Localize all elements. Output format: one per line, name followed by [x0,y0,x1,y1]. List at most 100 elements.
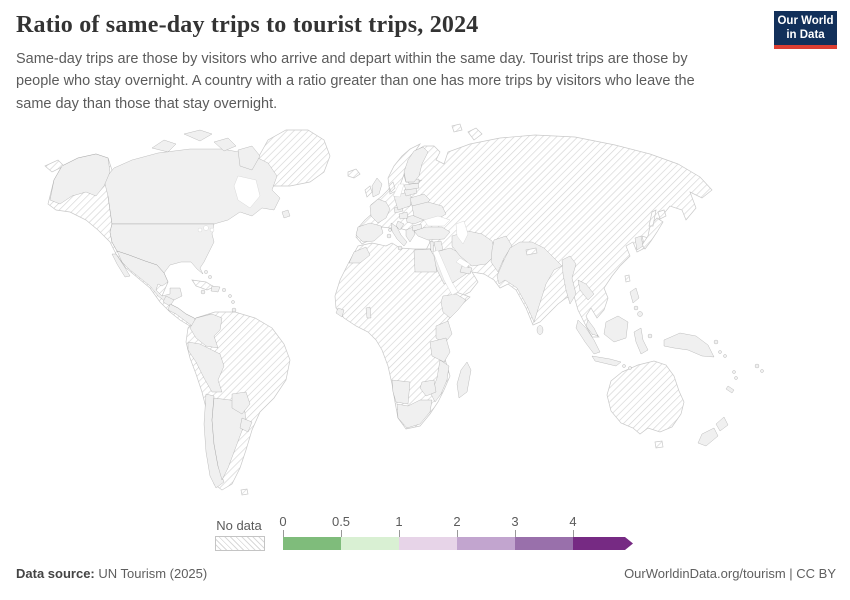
owid-logo-line1: Our World [777,14,834,27]
region-solomon-2[interactable] [723,354,727,358]
region-south-africa[interactable] [396,399,433,429]
region-nepal[interactable] [525,247,538,256]
region-taiwan[interactable] [624,274,631,283]
region-trinidad[interactable] [231,307,237,313]
region-latvia[interactable] [403,182,420,191]
region-india[interactable] [496,241,563,323]
region-sri-lanka[interactable] [536,325,544,335]
region-namibia[interactable] [391,379,411,405]
region-puerto-rico[interactable] [222,288,226,292]
region-cuba[interactable] [191,279,215,291]
region-philippines-luzon[interactable] [629,287,640,304]
region-canada-arctic-3[interactable] [213,137,237,152]
region-zimbabwe[interactable] [419,379,437,397]
region-vanuatu-1[interactable] [732,370,736,374]
region-canada-arctic-2[interactable] [183,129,213,142]
region-sumatra[interactable] [575,319,601,355]
region-vanuatu-2[interactable] [734,376,738,380]
region-solomon-1[interactable] [718,350,722,354]
region-canada-newfoundland[interactable] [281,209,291,219]
region-bahamas-1[interactable] [204,270,208,274]
region-benin[interactable] [365,306,372,319]
region-greece[interactable] [405,226,416,243]
no-data-swatch[interactable] [215,536,265,551]
region-croatia[interactable] [395,220,405,231]
region-paraguay[interactable] [231,391,251,415]
region-borneo[interactable] [603,315,629,343]
owid-logo-line2: in Data [786,29,825,41]
region-italy[interactable] [390,222,408,247]
region-turkey[interactable] [413,226,451,241]
region-falklands[interactable] [240,488,249,496]
region-new-guinea[interactable] [663,332,715,358]
legend-bin-0-0.5[interactable] [283,537,341,550]
region-mexico[interactable] [116,250,183,303]
region-canada-baffin[interactable] [237,145,261,171]
region-jamaica[interactable] [200,289,206,295]
region-peru-ecuador[interactable] [187,341,225,393]
region-java[interactable] [591,355,622,367]
region-morocco[interactable] [348,246,371,264]
region-fiji-1[interactable] [754,363,760,369]
region-bahamas-2[interactable] [208,275,212,279]
region-canada-arctic-1[interactable] [151,139,177,153]
region-finland[interactable] [403,146,429,183]
region-hispaniola[interactable] [210,285,221,293]
region-malaysia[interactable] [585,319,599,337]
legend-color-bar [283,537,633,550]
region-new-caledonia[interactable] [725,385,735,394]
region-fiji-2[interactable] [760,369,764,373]
region-ethiopia[interactable] [440,293,467,319]
region-myanmar[interactable] [561,255,577,305]
region-philippines-mindanao[interactable] [637,311,643,317]
region-denmark[interactable] [388,181,396,193]
region-corsica[interactable] [388,228,392,232]
legend-bin-1-2[interactable] [399,537,457,550]
region-ireland[interactable] [364,185,373,198]
data-source-label: Data source: [16,566,95,581]
legend-bin-4-plus[interactable] [573,537,633,550]
region-colombia[interactable] [189,313,223,349]
landmass-australia [606,360,685,435]
legend-bin-0.5-1[interactable] [341,537,399,550]
region-lesser-antilles-1[interactable] [228,294,232,298]
region-alaska[interactable] [49,153,111,205]
region-liberia[interactable] [335,307,345,318]
region-pakistan[interactable] [490,235,513,273]
region-sulawesi[interactable] [633,327,649,355]
region-spain-portugal[interactable] [355,222,384,243]
region-philippines-visayas[interactable] [633,305,639,311]
attribution-link[interactable]: OurWorldinData.org/tourism | CC BY [624,566,836,581]
region-halmahera[interactable] [647,333,653,339]
region-sakhalin [648,209,657,227]
region-lesser-antilles-2[interactable] [231,300,235,304]
region-uruguay[interactable] [239,417,253,433]
region-new-britain[interactable] [713,339,719,345]
region-iceland[interactable] [347,168,361,179]
region-uk[interactable] [371,177,383,198]
region-kenya[interactable] [435,320,453,345]
region-sicily[interactable] [397,245,403,251]
region-canada[interactable] [103,148,281,225]
region-madagascar[interactable] [456,361,472,399]
tick-label-2: 2 [453,514,461,529]
region-egypt[interactable] [413,248,438,273]
region-uae-qatar[interactable] [459,265,473,275]
region-lesser-sunda-1[interactable] [622,364,626,368]
region-chile[interactable] [203,393,225,489]
region-japan-hokkaido[interactable] [657,209,667,220]
region-nz-south[interactable] [697,427,719,447]
region-hungary[interactable] [398,211,409,220]
region-laos[interactable] [577,279,595,301]
region-tanzania[interactable] [429,337,451,363]
region-south-korea[interactable] [634,235,644,251]
legend-bin-2-3[interactable] [457,537,515,550]
region-sardinia[interactable] [386,233,392,239]
owid-logo[interactable]: Our World in Data [774,11,837,49]
region-france[interactable] [369,198,391,224]
region-japan-main[interactable] [641,217,664,250]
legend-bin-3-4[interactable] [515,537,573,550]
region-lesser-sunda-2[interactable] [628,366,632,370]
region-nz-north[interactable] [715,416,729,432]
region-baja[interactable] [111,253,131,278]
